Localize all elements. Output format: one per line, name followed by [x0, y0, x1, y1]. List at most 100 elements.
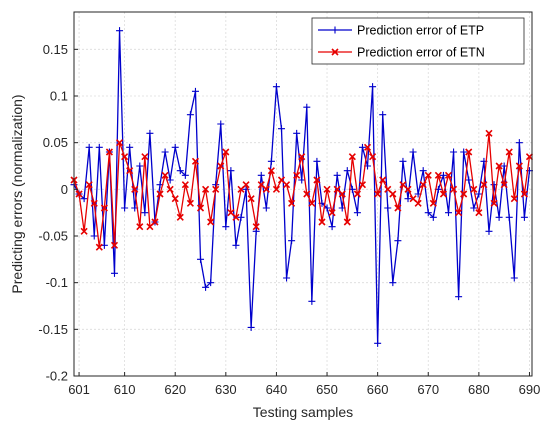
data-point-marker [90, 232, 98, 240]
data-point-marker [85, 181, 93, 189]
data-point-marker [100, 204, 108, 212]
data-point-marker [202, 185, 210, 193]
y-tick-label: 0.05 [43, 135, 68, 150]
data-point-marker [480, 181, 488, 189]
x-tick-label: 610 [114, 382, 136, 397]
data-point-marker [505, 148, 513, 156]
data-point-marker [75, 190, 83, 198]
data-point-marker [439, 171, 447, 179]
data-point-marker [181, 171, 189, 179]
data-point-marker [303, 103, 311, 111]
data-point-marker [207, 218, 215, 226]
data-point-marker [379, 176, 387, 184]
data-point-marker [116, 27, 124, 35]
data-point-marker [115, 139, 124, 147]
data-point-marker [171, 143, 179, 151]
data-point-marker [374, 190, 382, 198]
data-point-marker [247, 195, 255, 203]
data-point-marker [374, 339, 382, 347]
data-point-marker [308, 199, 316, 207]
data-point-marker [485, 227, 493, 235]
data-point-marker [470, 204, 478, 212]
data-point-marker [217, 120, 225, 128]
series-2 [70, 129, 534, 251]
data-point-marker [232, 213, 240, 221]
data-point-marker [505, 213, 513, 221]
data-point-marker [460, 148, 468, 156]
x-tick-label: 620 [164, 382, 186, 397]
data-point-marker [110, 241, 119, 249]
data-point-marker [227, 167, 235, 175]
plot-frame [73, 11, 533, 377]
data-point-marker [404, 185, 412, 193]
data-point-marker [303, 190, 311, 198]
data-point-marker [288, 237, 296, 245]
data-point-marker [283, 274, 291, 282]
data-point-marker [85, 143, 93, 151]
data-point-marker [298, 153, 306, 161]
data-point-marker [126, 167, 134, 175]
data-point-marker [328, 223, 336, 231]
x-tick-label: 630 [215, 382, 237, 397]
data-point-marker [191, 157, 200, 165]
series-1 [70, 27, 533, 347]
data-point-marker [495, 213, 503, 221]
x-tick-label: 660 [367, 382, 389, 397]
data-point-marker [444, 209, 452, 217]
data-point-marker [409, 148, 417, 156]
data-point-marker [272, 83, 280, 91]
data-point-marker [252, 227, 260, 235]
data-point-marker [331, 26, 339, 34]
data-point-marker [222, 148, 230, 156]
data-point-marker [197, 255, 205, 263]
y-tick-label: -0.1 [46, 275, 68, 290]
data-point-marker [515, 139, 523, 147]
y-tick-label: 0 [61, 182, 68, 197]
data-point-marker [80, 195, 88, 203]
data-point-marker [161, 148, 169, 156]
data-point-marker [105, 148, 113, 156]
x-tick-label: 670 [417, 382, 439, 397]
data-point-marker [288, 199, 296, 207]
data-point-marker [450, 148, 458, 156]
data-point-marker [475, 190, 483, 198]
data-point-marker [146, 129, 154, 137]
data-point-marker [161, 171, 169, 179]
data-point-marker [424, 209, 432, 217]
data-point-marker [176, 213, 184, 221]
data-point-marker [207, 279, 215, 287]
y-tick-label: -0.15 [38, 322, 68, 337]
data-point-marker [176, 167, 184, 175]
y-tick-label: -0.2 [46, 369, 68, 384]
data-point-marker [369, 83, 377, 91]
data-point-marker [414, 199, 422, 207]
data-point-marker [95, 243, 103, 251]
data-point-marker [353, 190, 361, 198]
data-point-marker [343, 167, 351, 175]
data-point-marker [429, 199, 437, 207]
data-point-marker [95, 143, 103, 151]
data-point-marker [465, 148, 473, 156]
data-point-marker [196, 204, 205, 212]
data-point-marker [328, 209, 336, 217]
data-point-marker [277, 125, 285, 133]
data-point-marker [358, 143, 366, 151]
data-point-marker [293, 171, 301, 179]
data-point-marker [136, 162, 144, 170]
data-point-marker [131, 185, 139, 193]
x-tick-label: 601 [68, 382, 90, 397]
data-point-marker [217, 162, 225, 170]
data-point-marker [212, 185, 220, 193]
data-point-marker [363, 143, 372, 151]
data-point-marker [262, 204, 270, 212]
data-point-marker [434, 171, 442, 179]
data-point-marker [444, 171, 453, 179]
data-point-marker [348, 153, 356, 161]
y-axis-label: Predicting errors (normalization) [9, 94, 25, 293]
data-point-marker [186, 111, 194, 119]
x-tick-label: 680 [468, 382, 490, 397]
data-point-marker [525, 153, 534, 161]
data-point-marker [419, 167, 427, 175]
data-point-marker [379, 111, 387, 119]
data-point-marker [186, 199, 194, 207]
